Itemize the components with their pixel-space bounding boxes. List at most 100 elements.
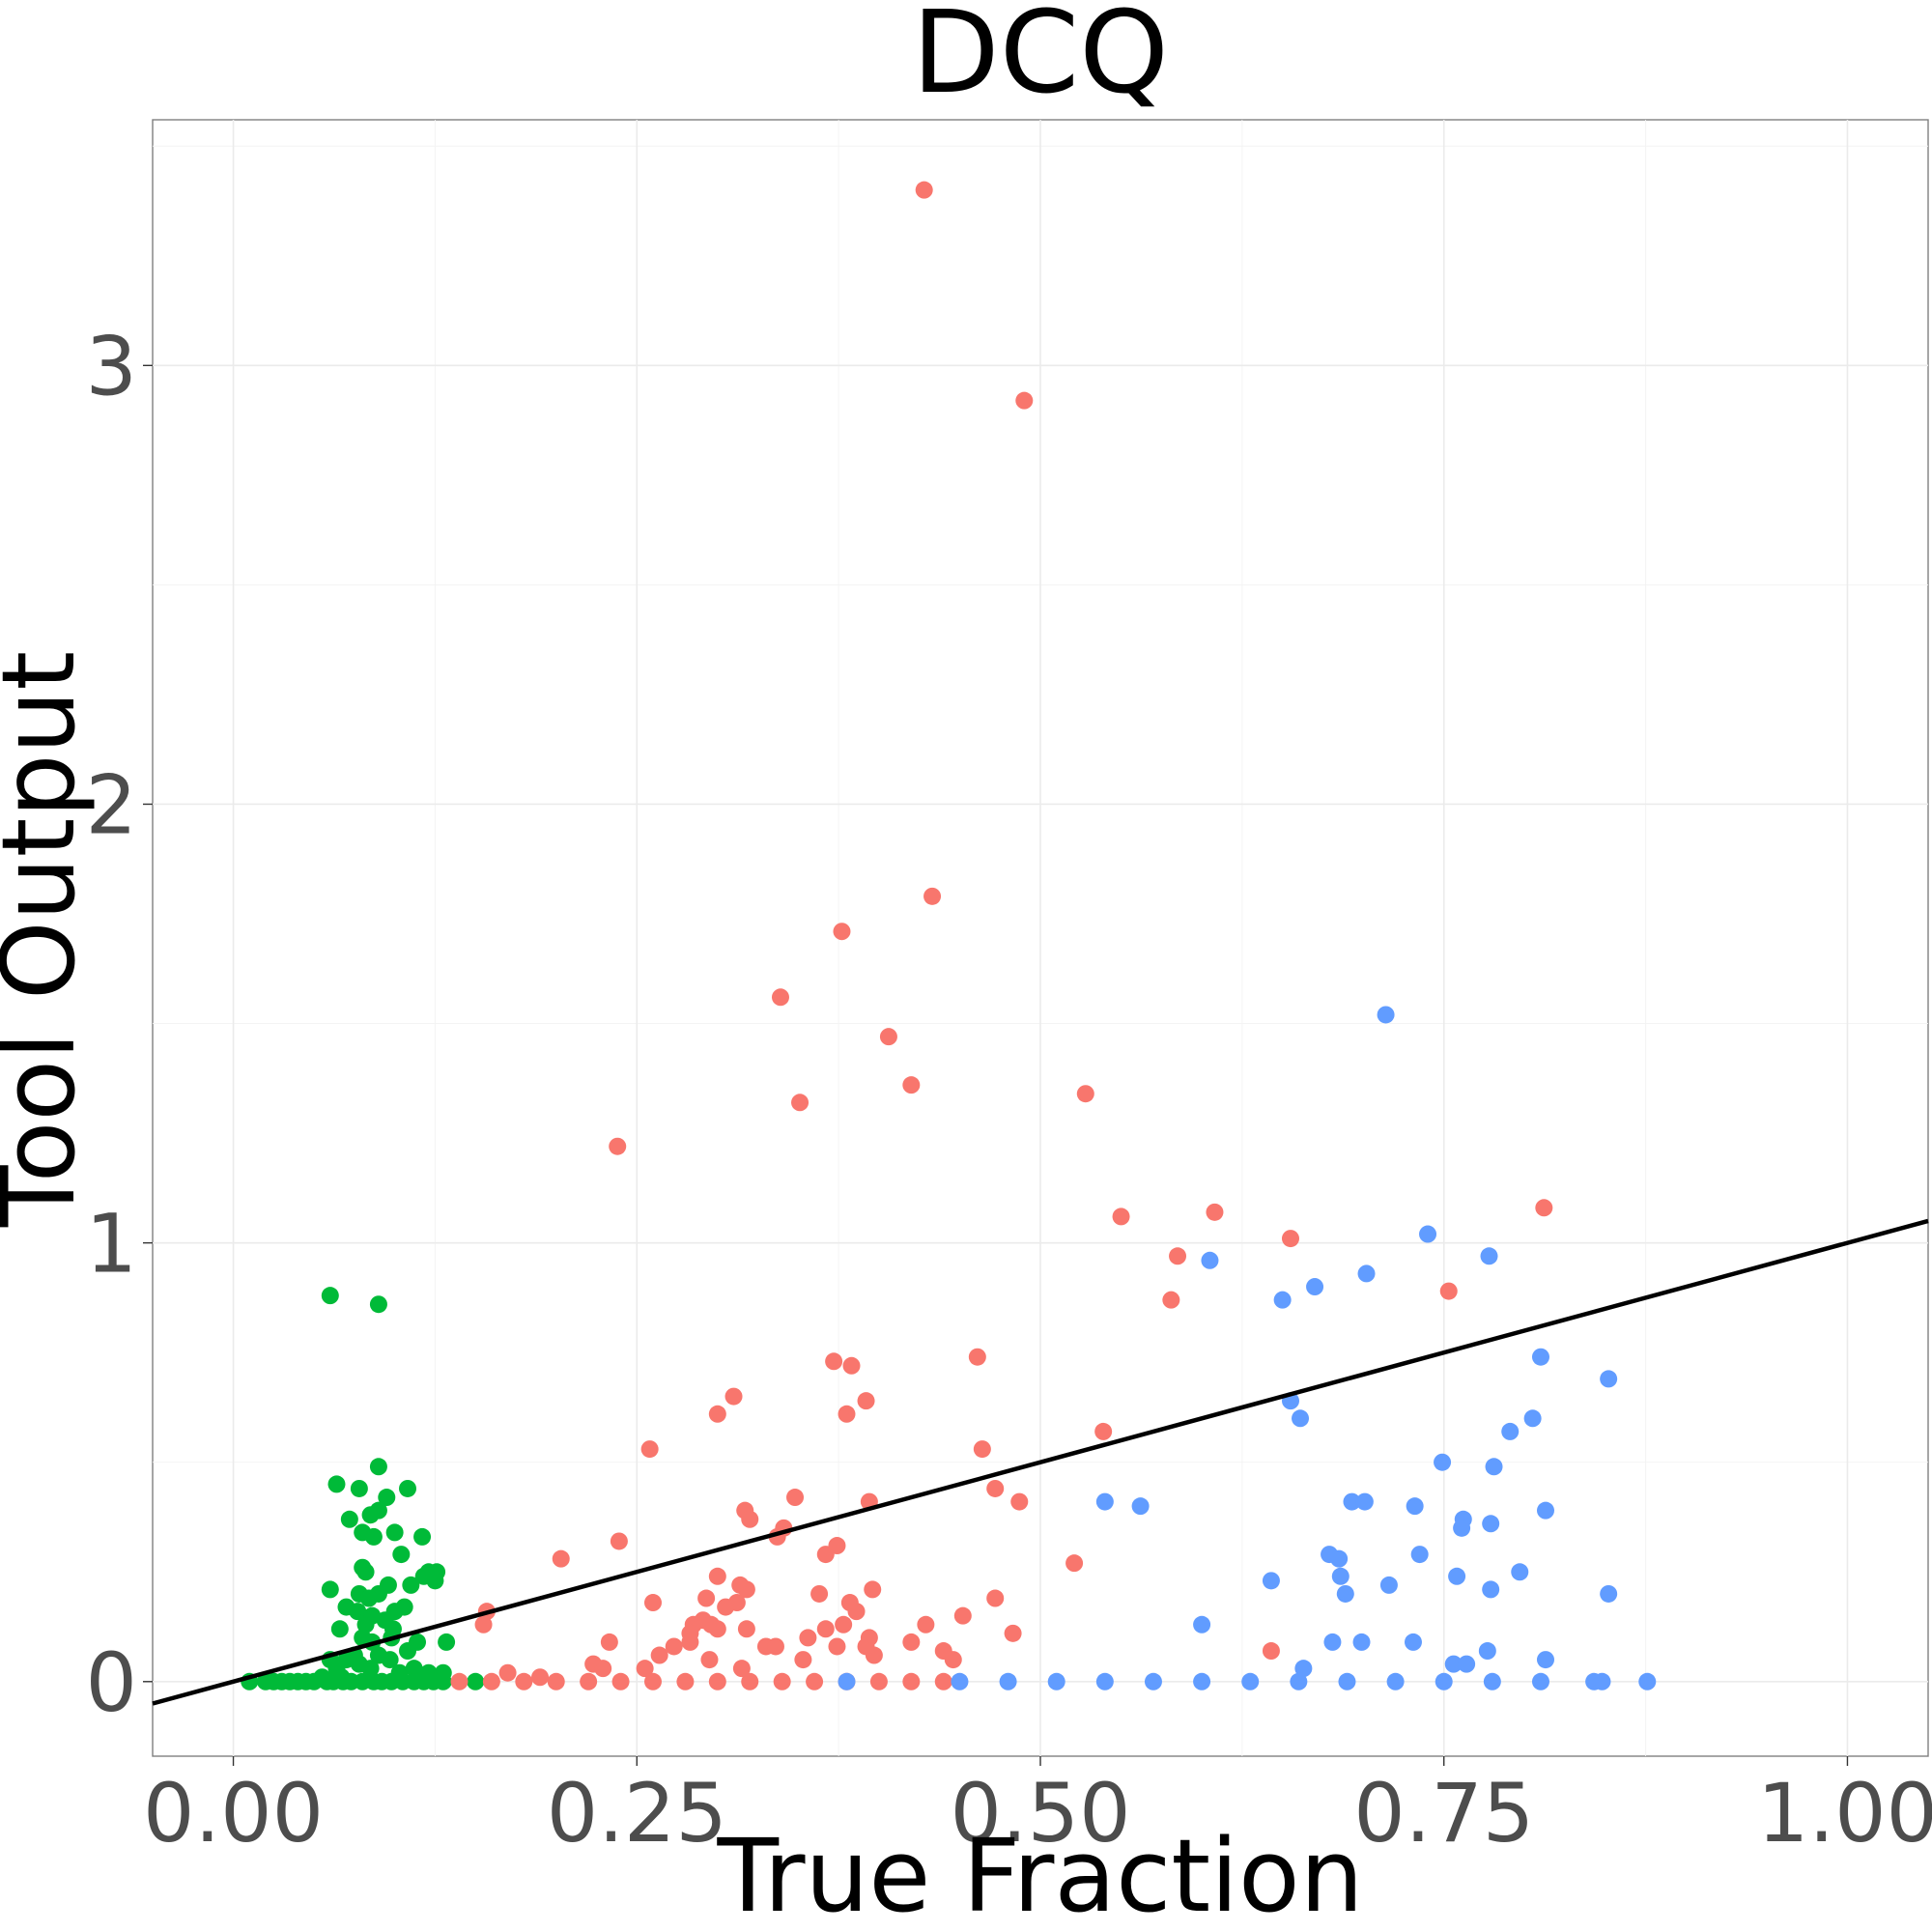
data-point — [402, 1576, 420, 1594]
data-point — [944, 1651, 962, 1669]
data-point — [369, 1501, 387, 1520]
data-point — [1483, 1672, 1501, 1690]
data-point — [864, 1580, 882, 1599]
data-point — [1047, 1672, 1065, 1690]
data-point — [1193, 1615, 1211, 1634]
data-point — [1336, 1584, 1354, 1603]
data-point — [951, 1672, 969, 1690]
data-points — [241, 181, 1657, 1690]
data-point — [580, 1672, 598, 1690]
data-point — [395, 1598, 413, 1616]
data-point — [902, 1672, 921, 1690]
y-tick-label: 1 — [86, 1197, 137, 1292]
data-point — [973, 1440, 991, 1459]
data-point — [999, 1672, 1017, 1690]
data-point — [741, 1510, 759, 1528]
data-point — [708, 1672, 726, 1690]
data-point — [1015, 391, 1034, 410]
data-point — [354, 1558, 372, 1577]
data-point — [515, 1672, 533, 1690]
data-point — [349, 1603, 367, 1621]
data-point — [737, 1580, 755, 1599]
data-point — [547, 1672, 565, 1690]
data-point — [385, 1523, 404, 1542]
data-point — [773, 1672, 791, 1690]
data-point — [1193, 1672, 1211, 1690]
data-point — [640, 1440, 659, 1459]
data-point — [1352, 1633, 1371, 1651]
data-point — [399, 1642, 417, 1661]
data-point — [552, 1549, 570, 1568]
data-point — [791, 1094, 810, 1112]
data-point — [600, 1633, 618, 1651]
data-point — [1262, 1642, 1280, 1661]
x-tick-label: 0.50 — [950, 1766, 1130, 1861]
data-point — [1478, 1642, 1496, 1661]
data-point — [1482, 1580, 1500, 1599]
data-point — [1434, 1453, 1452, 1471]
data-point — [902, 1633, 921, 1651]
data-point — [1444, 1655, 1463, 1673]
data-point — [643, 1672, 662, 1690]
data-point — [450, 1672, 469, 1690]
data-point — [1065, 1554, 1084, 1573]
data-point — [847, 1603, 866, 1621]
reference-line-group — [152, 1218, 1929, 1706]
data-point — [1511, 1563, 1529, 1581]
data-point — [1377, 1006, 1395, 1024]
data-point — [934, 1672, 952, 1690]
data-point — [833, 923, 851, 941]
data-point — [810, 1584, 829, 1603]
data-point — [1523, 1409, 1542, 1428]
data-point — [1262, 1572, 1280, 1590]
data-point — [838, 1405, 856, 1423]
data-point — [953, 1606, 972, 1625]
data-point — [381, 1651, 399, 1669]
data-point — [1435, 1672, 1453, 1690]
data-point — [681, 1633, 699, 1651]
data-point — [915, 181, 933, 199]
x-tick-label: 1.00 — [1757, 1766, 1932, 1861]
data-point — [708, 1620, 726, 1638]
data-point — [334, 1672, 353, 1690]
x-axis: 0.00 0.25 0.50 0.75 1.00 — [143, 1756, 1932, 1861]
data-point — [643, 1594, 662, 1612]
data-point — [1343, 1492, 1361, 1511]
data-point — [968, 1348, 986, 1366]
data-point — [405, 1660, 423, 1678]
data-point — [986, 1479, 1005, 1497]
data-point — [350, 1655, 368, 1673]
data-point — [1241, 1672, 1260, 1690]
data-point — [737, 1620, 755, 1638]
data-point — [799, 1629, 817, 1647]
data-point — [1162, 1291, 1180, 1309]
data-point — [816, 1620, 835, 1638]
data-point — [321, 1580, 339, 1599]
data-point — [1169, 1247, 1187, 1265]
data-point — [1292, 1409, 1310, 1428]
data-point — [842, 1356, 861, 1375]
data-point — [1600, 1370, 1618, 1388]
data-point — [879, 1028, 897, 1046]
data-point — [1386, 1672, 1405, 1690]
data-point — [1593, 1672, 1611, 1690]
y-tick-label: 2 — [86, 757, 137, 852]
data-point — [902, 1076, 921, 1094]
data-point — [399, 1479, 417, 1497]
data-point — [986, 1589, 1005, 1607]
data-point — [794, 1651, 812, 1669]
data-point — [327, 1475, 346, 1493]
data-point — [1273, 1291, 1292, 1309]
data-point — [321, 1287, 339, 1305]
data-point — [1410, 1546, 1429, 1564]
data-point — [1485, 1458, 1503, 1476]
data-point — [1112, 1208, 1130, 1226]
data-point — [1294, 1660, 1313, 1678]
data-point — [364, 1527, 383, 1546]
data-point — [917, 1615, 935, 1634]
data-point — [1439, 1282, 1458, 1300]
data-point — [474, 1615, 493, 1634]
data-point — [1010, 1492, 1029, 1511]
data-point — [1480, 1247, 1498, 1265]
data-point — [1448, 1567, 1466, 1585]
